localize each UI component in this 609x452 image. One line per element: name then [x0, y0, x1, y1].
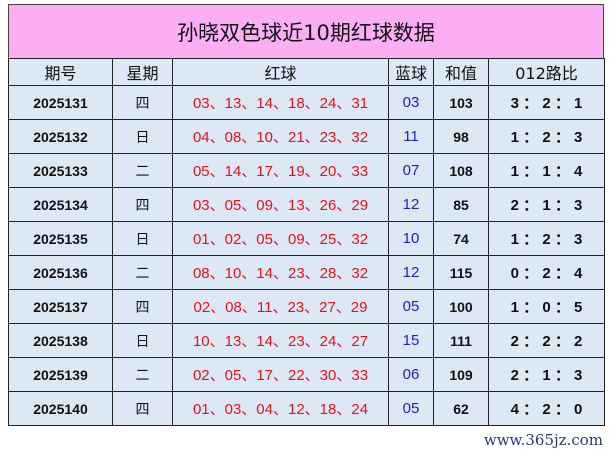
table-row: 2025138 日 10、13、14、23、24、27 15 111 2 ： 2 ： 2 — [8, 323, 605, 358]
header-row: 期号 星期 红球 蓝球 和值 012路比 — [8, 58, 605, 86]
table-row: 2025132 日 04、08、10、21、23、32 11 98 1 ： 2 ： 3 — [8, 119, 605, 154]
cell-weekday: 日 — [112, 221, 173, 256]
cell-weekday: 四 — [112, 85, 173, 120]
cell-blue: 06 — [388, 357, 434, 392]
cell-sum: 103 — [433, 85, 489, 120]
cell-ratio: 1 ： 0 ： 5 — [488, 289, 605, 324]
cell-issue: 2025139 — [8, 357, 113, 392]
table-row: 2025137 四 02、08、11、23、27、29 05 100 1 ： 0 ： 5 — [8, 289, 605, 324]
table-row: 2025136 二 08、10、14、23、28、32 12 115 0 ： 2 ： 4 — [8, 255, 605, 290]
cell-sum: 98 — [433, 119, 489, 154]
cell-sum: 111 — [433, 323, 489, 358]
cell-red: 04、08、10、21、23、32 — [172, 119, 389, 154]
cell-red: 05、14、17、19、20、33 — [172, 153, 389, 188]
cell-blue: 03 — [388, 85, 434, 120]
cell-red: 02、08、11、23、27、29 — [172, 289, 389, 324]
cell-red: 02、05、17、22、30、33 — [172, 357, 389, 392]
cell-red: 08、10、14、23、28、32 — [172, 255, 389, 290]
cell-ratio: 1 ： 2 ： 3 — [488, 119, 605, 154]
cell-ratio: 2 ： 1 ： 3 — [488, 357, 605, 392]
cell-blue: 10 — [388, 221, 434, 256]
cell-blue: 12 — [388, 255, 434, 290]
cell-red: 03、05、09、13、26、29 — [172, 187, 389, 222]
cell-weekday: 四 — [112, 289, 173, 324]
cell-blue: 11 — [388, 119, 434, 154]
cell-issue: 2025138 — [8, 323, 113, 358]
cell-sum: 108 — [433, 153, 489, 188]
header-sum: 和值 — [433, 58, 489, 86]
cell-ratio: 1 ： 1 ： 4 — [488, 153, 605, 188]
cell-weekday: 二 — [112, 357, 173, 392]
cell-ratio: 3 ： 2 ： 1 — [488, 85, 605, 120]
table-row: 2025134 四 03、05、09、13、26、29 12 85 2 ： 1 ： 3 — [8, 187, 605, 222]
cell-issue: 2025135 — [8, 221, 113, 256]
cell-issue: 2025134 — [8, 187, 113, 222]
cell-issue: 2025136 — [8, 255, 113, 290]
cell-sum: 85 — [433, 187, 489, 222]
table-row: 2025135 日 01、02、05、09、25、32 10 74 1 ： 2 ： 3 — [8, 221, 605, 256]
cell-red: 03、13、14、18、24、31 — [172, 85, 389, 120]
cell-sum: 62 — [433, 391, 489, 426]
cell-issue: 2025140 — [8, 391, 113, 426]
cell-ratio: 1 ： 2 ： 3 — [488, 221, 605, 256]
cell-sum: 109 — [433, 357, 489, 392]
header-ratio: 012路比 — [488, 58, 605, 86]
cell-issue: 2025133 — [8, 153, 113, 188]
table-row: 2025131 四 03、13、14、18、24、31 03 103 3 ： 2 ： 1 — [8, 85, 605, 120]
cell-blue: 05 — [388, 289, 434, 324]
watermark: www.365jz.com — [483, 431, 603, 449]
cell-weekday: 四 — [112, 391, 173, 426]
cell-ratio: 4 ： 2 ： 0 — [488, 391, 605, 426]
cell-blue: 07 — [388, 153, 434, 188]
cell-issue: 2025137 — [8, 289, 113, 324]
cell-sum: 74 — [433, 221, 489, 256]
header-blue: 蓝球 — [388, 58, 434, 86]
cell-blue: 12 — [388, 187, 434, 222]
cell-red: 10、13、14、23、24、27 — [172, 323, 389, 358]
cell-weekday: 二 — [112, 153, 173, 188]
cell-weekday: 四 — [112, 187, 173, 222]
table-row: 2025139 二 02、05、17、22、30、33 06 109 2 ： 1 ： 3 — [8, 357, 605, 392]
header-red: 红球 — [172, 58, 389, 86]
cell-red: 01、02、05、09、25、32 — [172, 221, 389, 256]
table-row: 2025140 四 01、03、04、12、18、24 05 62 4 ： 2 ： 0 — [8, 391, 605, 426]
cell-blue: 15 — [388, 323, 434, 358]
table-title: 孙晓双色球近10期红球数据 — [8, 4, 604, 58]
header-weekday: 星期 — [112, 58, 173, 86]
table-row: 2025133 二 05、14、17、19、20、33 07 108 1 ： 1 ： 4 — [8, 153, 605, 188]
lottery-table: 期号 星期 红球 蓝球 和值 012路比 2025131 四 03、13、14、18… — [8, 58, 605, 426]
cell-weekday: 日 — [112, 323, 173, 358]
cell-red: 01、03、04、12、18、24 — [172, 391, 389, 426]
cell-sum: 115 — [433, 255, 489, 290]
cell-weekday: 二 — [112, 255, 173, 290]
cell-issue: 2025131 — [8, 85, 113, 120]
cell-blue: 05 — [388, 391, 434, 426]
cell-sum: 100 — [433, 289, 489, 324]
cell-ratio: 2 ： 1 ： 3 — [488, 187, 605, 222]
cell-weekday: 日 — [112, 119, 173, 154]
cell-ratio: 2 ： 2 ： 2 — [488, 323, 605, 358]
cell-ratio: 0 ： 2 ： 4 — [488, 255, 605, 290]
cell-issue: 2025132 — [8, 119, 113, 154]
header-issue: 期号 — [8, 58, 113, 86]
